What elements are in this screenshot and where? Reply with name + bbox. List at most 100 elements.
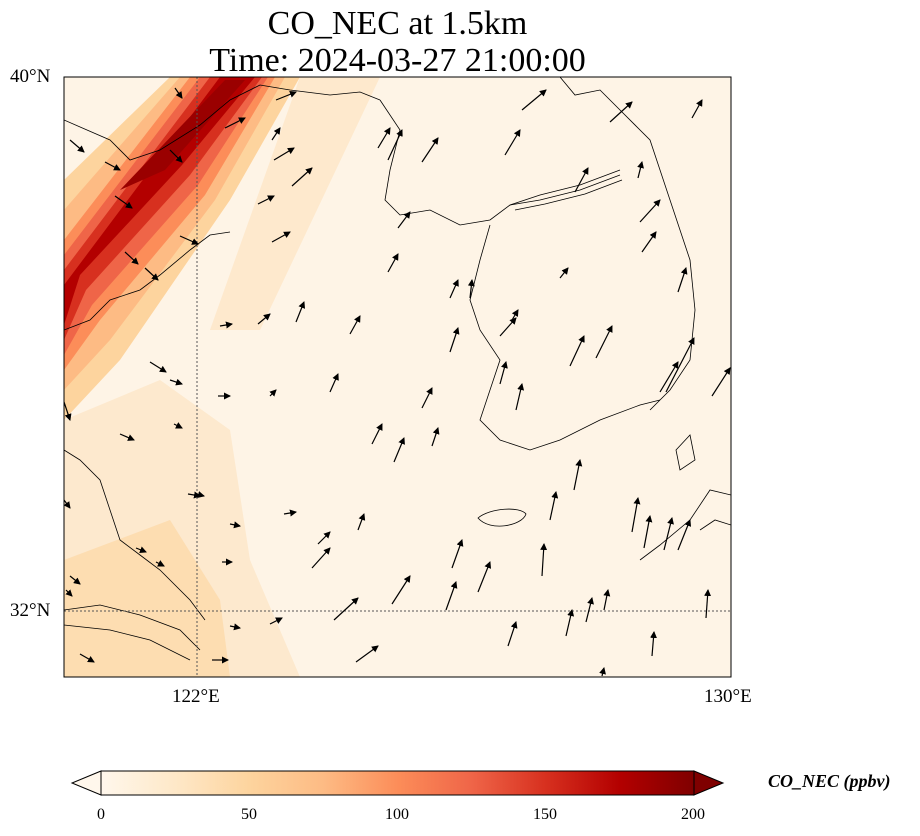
wind-arrow bbox=[224, 117, 246, 129]
wind-arrow bbox=[79, 653, 95, 663]
wind-arrow bbox=[311, 547, 331, 569]
lon-tick-130e: 130°E bbox=[704, 686, 752, 707]
wind-arrow bbox=[355, 645, 379, 663]
wind-arrow bbox=[349, 315, 361, 335]
colorbar-tick-100: 100 bbox=[385, 806, 409, 823]
wind-arrow bbox=[283, 509, 297, 517]
wind-arrow bbox=[377, 127, 391, 149]
wind-arrow bbox=[317, 531, 331, 545]
wind-arrow bbox=[451, 539, 464, 569]
lat-tick-32n: 32°N bbox=[10, 600, 51, 621]
wind-arrow bbox=[511, 309, 519, 321]
wind-arrow bbox=[275, 90, 297, 101]
wind-arrow bbox=[329, 373, 339, 393]
map-subtitle-time: Time: 2024-03-27 21:00:00 bbox=[209, 42, 586, 79]
wind-arrow bbox=[704, 589, 712, 619]
colorbar-tick-50: 50 bbox=[241, 806, 257, 823]
wind-arrow bbox=[540, 543, 548, 577]
wind-arrow bbox=[357, 513, 366, 531]
wind-arrow bbox=[665, 337, 695, 393]
wind-arrow bbox=[333, 597, 359, 621]
wind-arrow bbox=[643, 515, 653, 549]
colorbar-extend-high bbox=[693, 770, 725, 796]
wind-arrow bbox=[521, 89, 547, 111]
wind-arrow bbox=[291, 167, 313, 187]
wind-arrow bbox=[663, 517, 674, 551]
wind-arrow bbox=[445, 581, 458, 611]
wind-arrow bbox=[124, 251, 139, 265]
wind-arrow bbox=[467, 279, 475, 299]
wind-arrow bbox=[257, 313, 271, 325]
plot-frame bbox=[63, 76, 732, 678]
wind-arrow bbox=[603, 589, 611, 611]
wind-arrow bbox=[499, 317, 517, 337]
coastlines bbox=[64, 77, 731, 661]
wind-arrow bbox=[179, 235, 199, 245]
wind-arrow bbox=[269, 617, 283, 625]
wind-arrow bbox=[565, 609, 575, 637]
wind-arrow bbox=[269, 389, 277, 397]
wind-arrow bbox=[677, 519, 692, 551]
wind-arrow bbox=[271, 127, 281, 141]
wind-arrow bbox=[155, 560, 165, 567]
wind-arrow bbox=[559, 267, 569, 279]
wind-arrow bbox=[421, 387, 433, 409]
wind-arrow bbox=[169, 378, 183, 386]
wind-arrow bbox=[711, 367, 731, 397]
wind-arrow bbox=[477, 561, 492, 593]
wind-arrow bbox=[64, 401, 72, 421]
wind-arrow bbox=[69, 575, 81, 585]
wind-arrow bbox=[449, 279, 459, 299]
wind-arrow bbox=[391, 575, 411, 605]
wind-arrow bbox=[449, 327, 460, 353]
wind-arrow bbox=[149, 361, 167, 373]
wind-arrow bbox=[65, 589, 73, 597]
gridlines bbox=[64, 77, 731, 677]
wind-arrow bbox=[229, 623, 241, 631]
colorbar-tick-200: 200 bbox=[681, 806, 705, 823]
wind-arrow bbox=[257, 195, 275, 205]
wind-arrow bbox=[573, 459, 583, 491]
wind-arrow bbox=[119, 433, 135, 441]
wind-arrow bbox=[507, 621, 518, 647]
wind-arrow bbox=[371, 423, 383, 445]
wind-arrow bbox=[393, 437, 405, 463]
wind-arrow bbox=[219, 321, 233, 329]
wind-arrow bbox=[639, 199, 661, 223]
wind-arrow bbox=[659, 361, 679, 393]
wind-arrow bbox=[174, 87, 183, 99]
wind-arrow bbox=[69, 139, 85, 153]
wind-arrow bbox=[64, 499, 71, 509]
wind-arrow bbox=[295, 301, 306, 323]
wind-vectors bbox=[64, 87, 731, 677]
wind-arrow bbox=[574, 167, 589, 193]
wind-arrow bbox=[229, 521, 241, 529]
wind-arrow bbox=[421, 137, 439, 163]
wind-arrow bbox=[273, 147, 295, 161]
wind-arrow bbox=[641, 231, 657, 253]
wind-arrow bbox=[650, 631, 657, 657]
colorbar-gradient bbox=[101, 771, 694, 795]
wind-arrow bbox=[187, 491, 201, 499]
wind-arrow bbox=[504, 129, 521, 156]
lat-tick-40n: 40°N bbox=[10, 66, 51, 87]
wind-arrow bbox=[387, 129, 403, 161]
wind-arrow bbox=[631, 497, 641, 533]
colorbar-label: CO_NEC (ppbv) bbox=[768, 771, 891, 791]
wind-arrow bbox=[595, 325, 613, 359]
wind-arrow bbox=[104, 161, 121, 171]
wind-arrow bbox=[387, 253, 399, 273]
wind-arrow bbox=[549, 491, 559, 521]
colorbar-tick-150: 150 bbox=[533, 806, 557, 823]
lon-tick-122e: 122°E bbox=[172, 686, 220, 707]
wind-arrow bbox=[397, 211, 411, 229]
wind-arrow bbox=[609, 101, 633, 123]
wind-arrow bbox=[114, 195, 133, 209]
wind-arrow bbox=[677, 267, 688, 293]
wind-arrow bbox=[169, 149, 183, 163]
wind-arrow bbox=[135, 546, 147, 554]
colorbar-extend-low bbox=[70, 770, 102, 796]
wind-arrow bbox=[431, 427, 440, 447]
wind-arrow bbox=[173, 422, 183, 429]
